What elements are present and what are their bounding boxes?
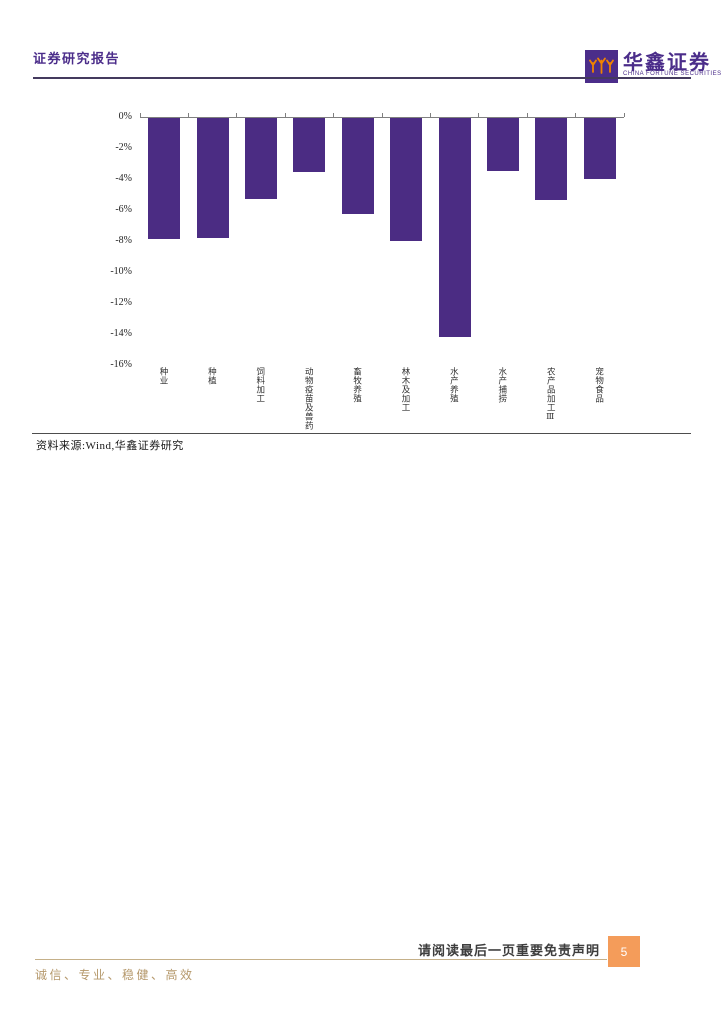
y-axis-label: -16% (110, 359, 132, 370)
bar (390, 118, 423, 241)
bar (583, 118, 616, 179)
bar (438, 118, 471, 338)
x-axis-label: 水产捕捞 (497, 367, 508, 403)
axis-tick (478, 113, 480, 117)
axis-tick (381, 113, 383, 117)
report-type-label: 证券研究报告 (33, 51, 121, 66)
axis-tick (139, 113, 141, 117)
bar (487, 118, 519, 171)
disclaimer-text: 请阅读最后一页重要免责声明 (417, 943, 600, 958)
axis-tick (333, 113, 335, 117)
y-axis-label: 0% (118, 111, 132, 122)
y-axis-label: -4% (115, 173, 132, 184)
bar (148, 118, 181, 240)
axis-tick (236, 113, 238, 117)
y-axis-label: -2% (115, 142, 132, 153)
y-axis-label: -10% (110, 266, 132, 277)
source-note: 资料来源:Wind,华鑫证券研究 (36, 440, 184, 452)
y-axis-label: -8% (115, 235, 132, 246)
x-axis-label: 种植 (207, 367, 218, 385)
axis-tick (187, 113, 189, 117)
axis-tick (575, 113, 577, 117)
bar (535, 118, 568, 201)
y-axis-label: -12% (110, 297, 132, 308)
header-divider (33, 77, 691, 79)
company-motto: 诚信、专业、稳健、高效 (35, 968, 195, 982)
x-axis-label: 林木及加工 (401, 367, 411, 412)
figure-bottom-divider (32, 433, 691, 434)
brand-name-cn: 华鑫证券 (623, 52, 711, 74)
x-axis-label: 畜牧养殖 (352, 367, 363, 403)
bar (293, 118, 326, 173)
brand-name-en: CHINA FORTUNE SECURITIES (623, 71, 722, 77)
x-axis-label: 种业 (159, 367, 169, 385)
x-axis-label: 水产养殖 (449, 367, 460, 403)
x-axis-label: 农产品加工Ⅲ (546, 367, 557, 423)
x-axis-label: 宠物食品 (594, 367, 605, 403)
axis-tick (429, 113, 431, 117)
y-axis-label: -14% (110, 328, 132, 339)
axis-tick (526, 113, 528, 117)
bar-chart: 0% -2% -4% -6% -8% -10% -12% -14% -16% 种业 种植 饲料加工 动物… (96, 111, 642, 451)
axis-tick (284, 113, 286, 117)
axis-tick (623, 113, 625, 117)
x-axis-label: 动物疫苗及兽药 (304, 367, 315, 430)
y-axis-label: -6% (115, 204, 132, 215)
x-axis-label: 饲料加工 (255, 367, 266, 403)
bar (341, 118, 374, 215)
bar (196, 118, 229, 238)
footer-divider (35, 959, 607, 960)
bar (245, 118, 277, 199)
page-number-badge: 5 (608, 936, 640, 967)
chart-plot-area (139, 113, 625, 367)
